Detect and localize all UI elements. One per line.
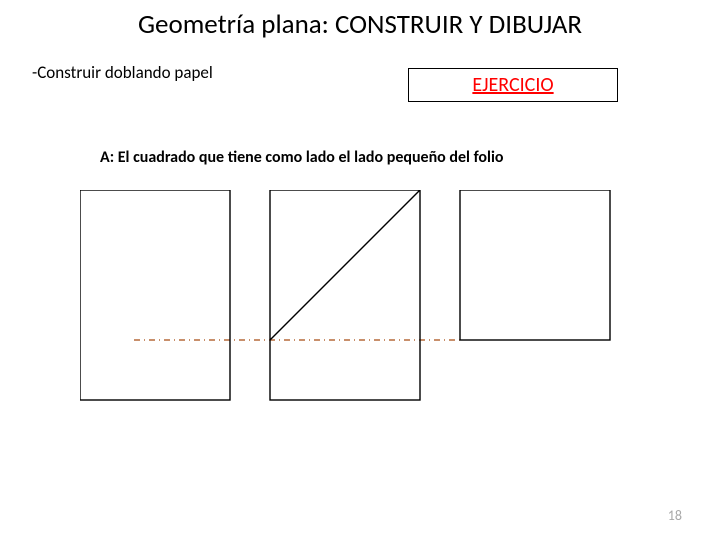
subtitle: -Construir doblando papel <box>32 62 213 83</box>
exercise-label: EJERCICIO <box>472 73 553 97</box>
page-title: Geometría plana: CONSTRUIR Y DIBUJAR <box>0 8 720 41</box>
task-text: A: El cuadrado que tiene como lado el la… <box>100 148 503 167</box>
exercise-box: EJERCICIO <box>408 68 618 102</box>
page-number: 18 <box>668 507 682 524</box>
paper-fold-diagram <box>80 190 640 420</box>
